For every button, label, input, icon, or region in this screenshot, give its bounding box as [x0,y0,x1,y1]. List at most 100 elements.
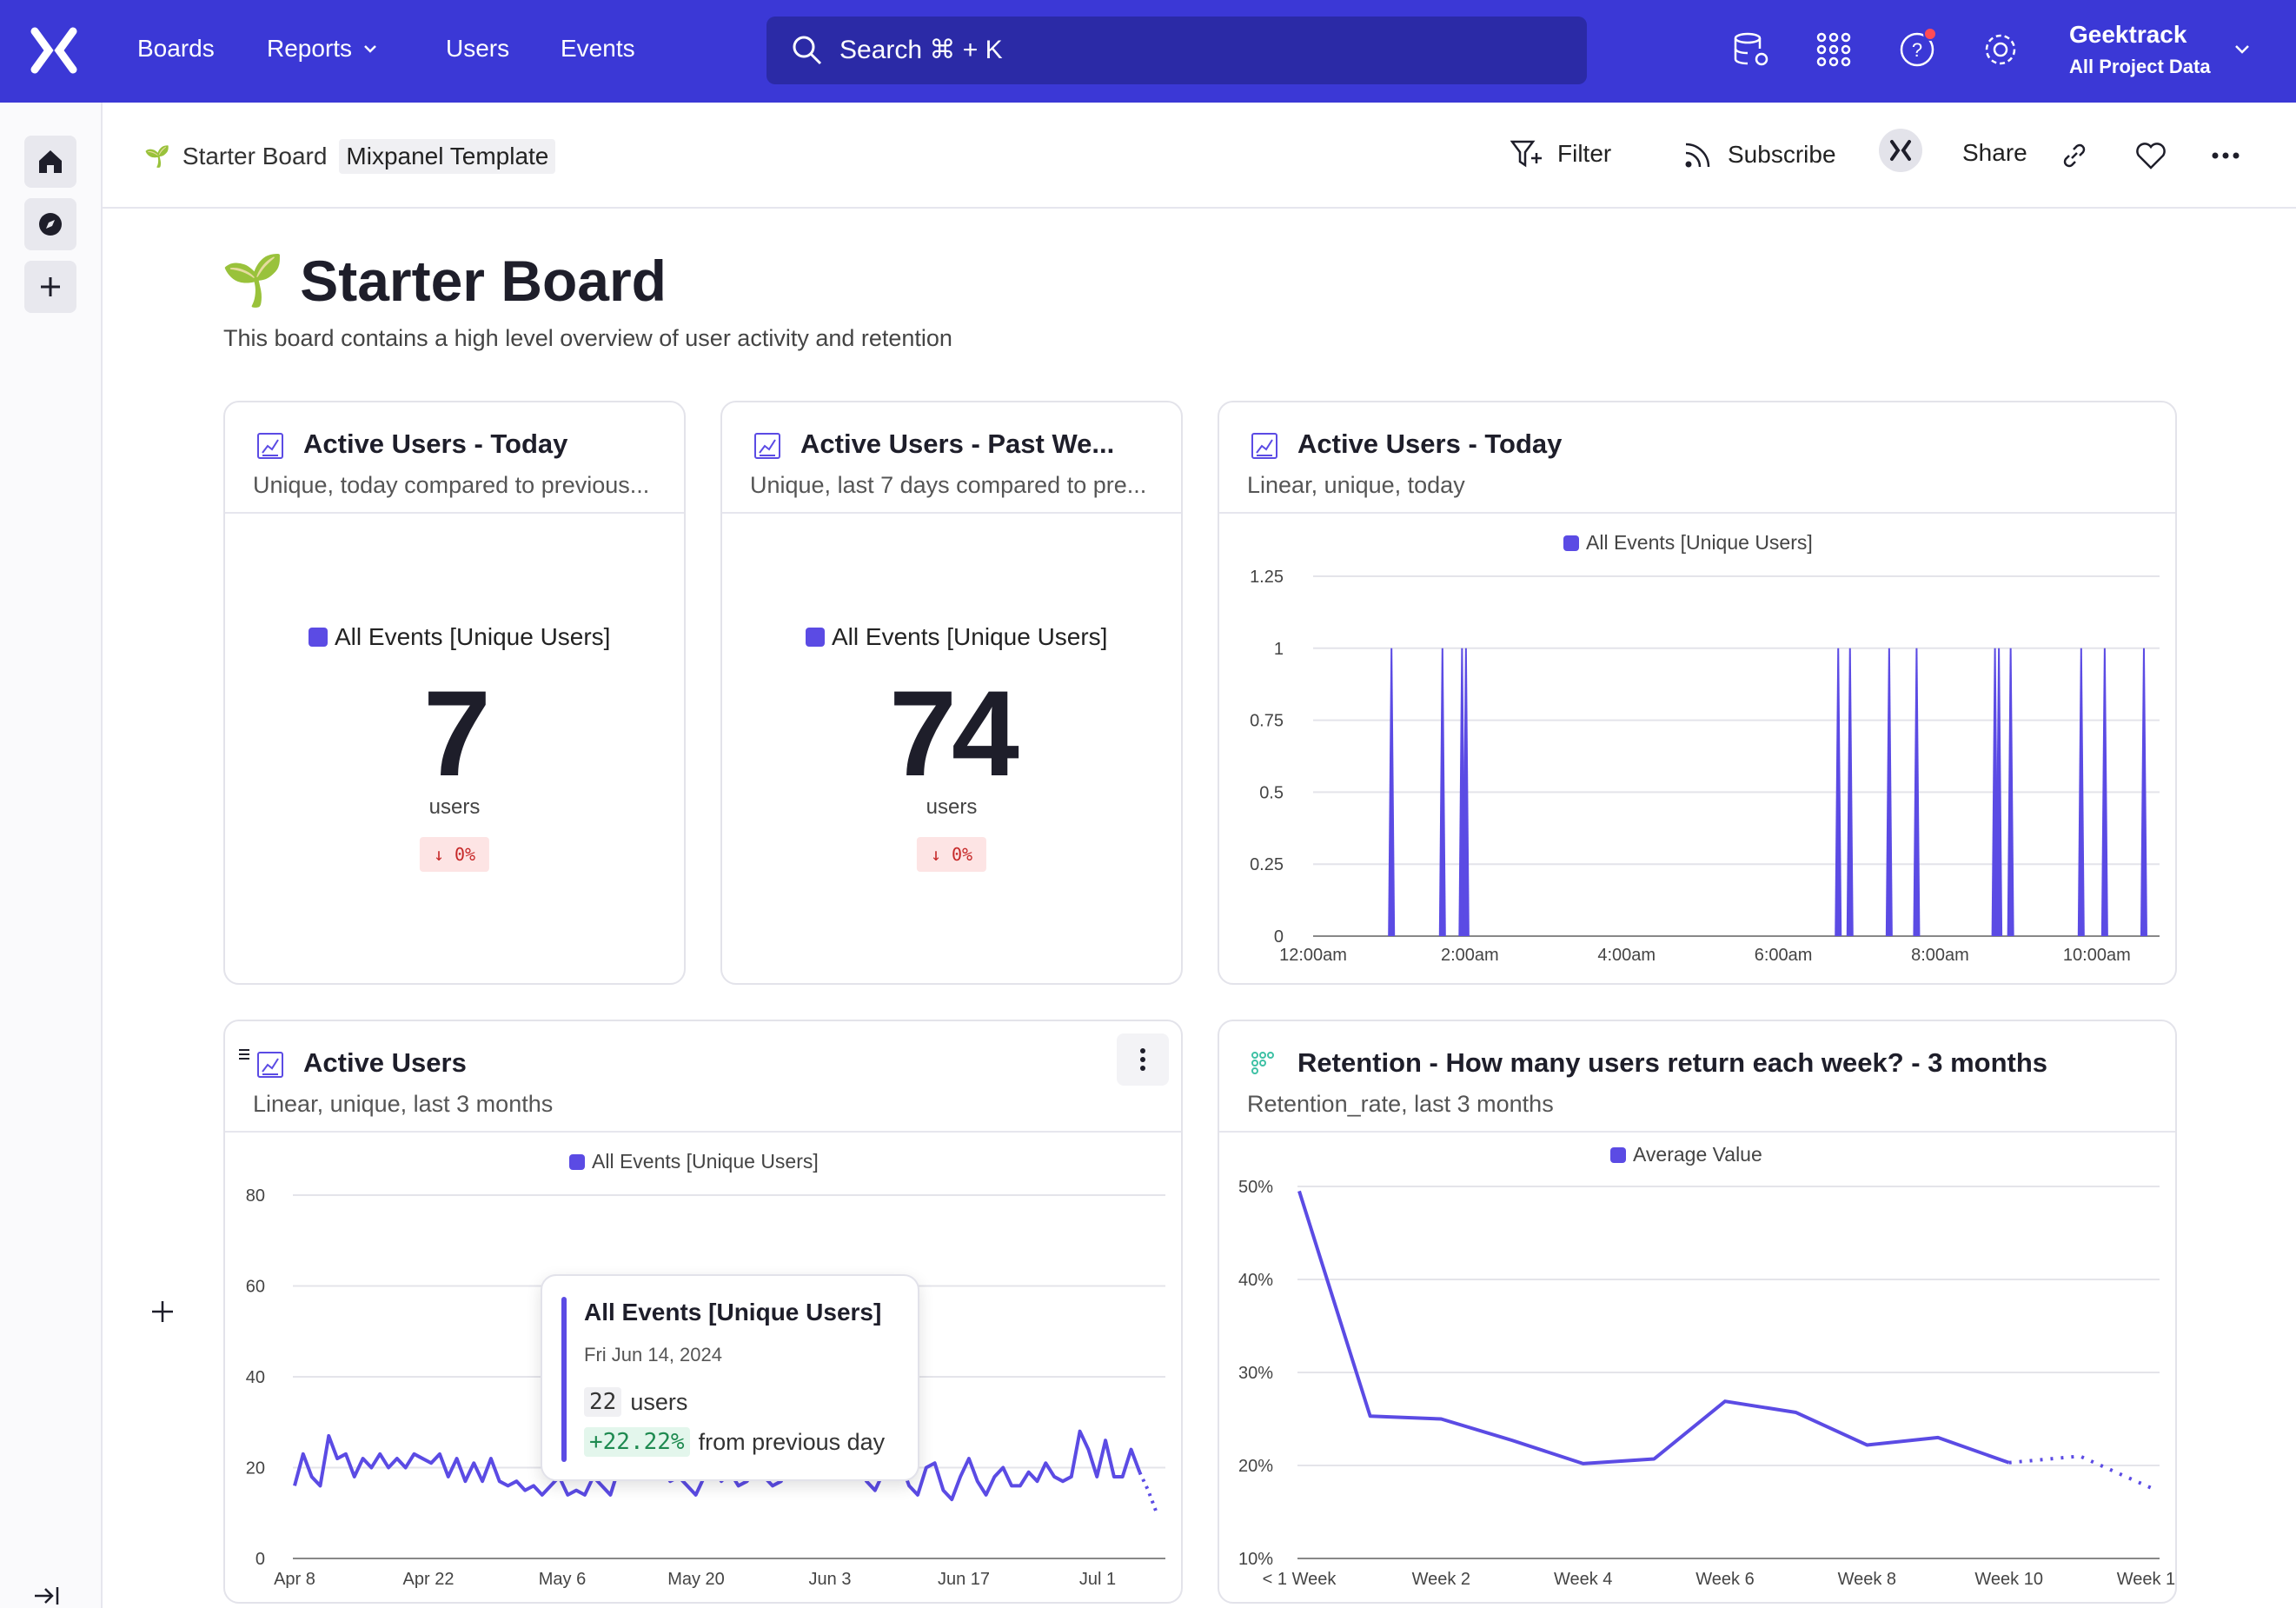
y-tick-label: 80 [246,1186,265,1206]
board-emoji: 🌱 [144,144,170,169]
y-tick-label: 40% [1238,1271,1273,1290]
search-bar[interactable] [766,17,1587,84]
help-icon[interactable]: ? [1897,30,1937,70]
y-tick-label: 1.25 [1250,568,1284,587]
metric-delta-badge: ↓ 0% [916,837,987,872]
card-subtitle: Retention_rate, last 3 months [1247,1091,1554,1117]
card-title[interactable]: Active Users - Past We... [800,429,1115,459]
project-name: Geektrack [2069,21,2187,48]
card-subtitle: Unique, today compared to previous... [253,472,650,498]
series-line-incomplete [2008,1454,2152,1490]
filter-button[interactable]: Filter [1510,139,1611,169]
legend-swatch [1610,1146,1626,1163]
subscribe-label: Subscribe [1728,141,1836,168]
nav-reports-label: Reports [267,35,353,62]
card-title[interactable]: Active Users [303,1047,467,1078]
add-report-plus-icon[interactable] [149,1299,176,1325]
compass-icon [39,213,62,236]
expand-sidebar-icon[interactable] [33,1585,61,1606]
card-header: Active Users Linear, unique, last 3 mont… [225,1021,1181,1133]
subscribe-button[interactable]: Subscribe [1682,139,1836,170]
bar [1438,648,1446,936]
bar [1388,648,1396,936]
board-title-text: Starter Board [300,249,667,313]
breadcrumb-board[interactable]: Starter Board [182,143,328,169]
breadcrumb: 🌱 Starter Board Mixpanel Template [144,139,556,174]
x-tick-label: Jul 1 [1079,1570,1116,1589]
share-button[interactable]: Share [1962,139,2027,167]
board-description: This board contains a high level overvie… [223,325,952,351]
legend-item: All Events [Unique Users] [569,1150,819,1173]
y-tick-label: 0.5 [1259,783,1284,802]
vertical-more-icon [1140,1048,1145,1071]
nav-users-label: Users [446,35,510,62]
gear-icon[interactable] [1981,30,2021,70]
chevron-down-icon [364,45,376,53]
x-tick-label: Jun 3 [809,1570,852,1589]
card-title[interactable]: Active Users - Today [303,429,568,459]
legend-swatch [806,628,825,647]
x-tick-label: Week 8 [1838,1570,1896,1589]
card-active-users-past-week[interactable]: Active Users - Past We... Unique, last 7… [720,401,1183,985]
metric-value: 7 [423,665,491,801]
x-tick-label: < 1 Week [1263,1570,1337,1589]
card-header: Active Users - Today Unique, today compa… [225,402,684,514]
apps-grid-icon[interactable] [1814,30,1854,70]
project-scope: All Project Data [2069,56,2211,77]
metric-delta-badge: ↓ 0% [419,837,490,872]
hourly-bar-chart: 0 0.25 0.5 0.75 1 1.25 12:00am 2:00am 4:00am 6:00… [1250,568,2160,965]
card-menu-button[interactable] [1117,1033,1169,1086]
nav-events[interactable]: Events [561,35,635,63]
x-tick-label: Week 10 [1974,1570,2043,1589]
discover-button[interactable] [24,198,76,250]
tooltip-change-suffix: from previous day [698,1428,886,1455]
x-tick-label: Week 2 [1412,1570,1470,1589]
search-input[interactable] [839,36,1448,65]
card-subtitle: Unique, last 7 days compared to pre... [750,472,1147,498]
nav-events-label: Events [561,35,635,62]
create-button[interactable] [24,261,76,313]
bar [2077,648,2085,936]
x-tick-label: Week 4 [1554,1570,1612,1589]
legend-label: All Events [Unique Users] [592,1150,819,1173]
legend-item: All Events [Unique Users] [1563,531,1813,555]
drag-handle-icon[interactable] [237,1047,251,1061]
card-active-users-today-linear[interactable]: Active Users - Today Linear, unique, tod… [1218,401,2177,985]
project-switcher[interactable]: Geektrack All Project Data [2069,21,2211,78]
copy-link-icon[interactable] [2060,141,2089,170]
home-button[interactable] [24,136,76,188]
favorite-heart-icon[interactable] [2134,141,2167,170]
card-title[interactable]: Retention - How many users return each w… [1297,1047,2048,1078]
nav-users[interactable]: Users [446,35,509,63]
board-title-emoji: 🌱 [222,252,285,309]
x-tick-label: 6:00am [1755,946,1813,965]
nav-boards[interactable]: Boards [137,35,215,63]
tooltip-date: Fri Jun 14, 2024 [584,1344,722,1365]
data-settings-icon[interactable] [1732,30,1772,70]
owner-avatar[interactable] [1879,129,1922,172]
nav-reports[interactable]: Reports [267,35,378,63]
insights-chart-icon [257,1052,283,1078]
more-options-icon[interactable] [2211,151,2240,160]
card-header: Active Users - Past We... Unique, last 7… [722,402,1181,514]
card-header: Active Users - Today Linear, unique, tod… [1219,402,2175,514]
y-tick-label: 40 [246,1368,265,1387]
chevron-down-icon[interactable] [2233,43,2251,56]
y-tick-label: 20% [1238,1457,1273,1476]
card-subtitle: Linear, unique, last 3 months [253,1091,554,1117]
y-tick-label: 60 [246,1278,265,1297]
x-tick-label: May 6 [539,1570,586,1589]
card-title[interactable]: Active Users - Today [1297,429,1563,459]
tooltip-change: +22.22% [584,1427,690,1457]
app-logo-icon[interactable] [30,26,78,75]
chart-tooltip: All Events [Unique Users] Fri Jun 14, 20… [541,1274,919,1481]
tooltip-change-row: +22.22% from previous day [584,1427,885,1457]
home-icon [39,150,62,173]
legend-label: All Events [Unique Users] [1586,531,1813,554]
card-retention[interactable]: Retention - How many users return each w… [1218,1020,2177,1604]
page-title: 🌱 Starter Board [222,248,667,314]
card-active-users-today[interactable]: Active Users - Today Unique, today compa… [223,401,686,985]
left-sidebar [0,103,103,1608]
y-tick-label: 20 [246,1459,265,1478]
insights-chart-icon [754,433,780,459]
